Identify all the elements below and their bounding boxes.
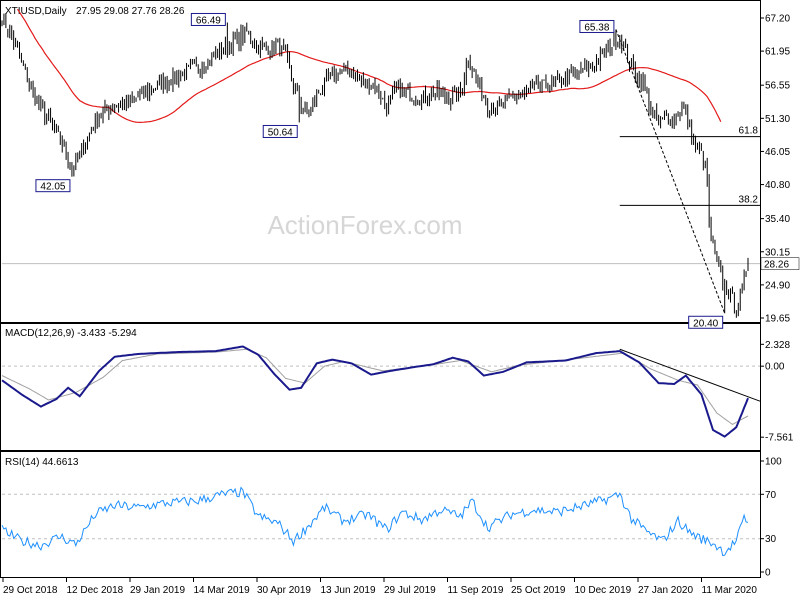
rsi-y-tick-label: 0 [765, 568, 771, 579]
x-tick-label: 29 Jan 2019 [130, 585, 185, 596]
rsi-panel-frame [0, 451, 761, 578]
x-tick-label: 25 Oct 2019 [511, 585, 566, 596]
x-tick-label: 29 Jul 2019 [384, 585, 436, 596]
annotation-box [35, 179, 71, 193]
macd-main-line [1, 345, 749, 438]
price-y-axis: 67.20 61.95 56.55 51.30 46.05 40.80 35.40 30.15… [760, 14, 800, 325]
price-y-tick-label: 30.15 [765, 247, 790, 258]
annotation-label: 42.05 [40, 182, 65, 193]
current-price-label: 28.26 [764, 260, 789, 271]
x-tick-label: 14 Mar 2019 [194, 585, 251, 596]
price-ohlc-readout: 27.95 29.08 27.76 28.26 [76, 6, 185, 17]
macd-panel-frame [0, 323, 761, 451]
annotation-box [579, 19, 615, 33]
x-tick-label: 30 Apr 2019 [257, 585, 311, 596]
price-y-tick-label: 35.40 [765, 214, 790, 225]
macd-y-tick-label: 0.00 [765, 362, 785, 373]
fib-level-label: 38.2 [739, 194, 759, 205]
fib-level-label: 61.8 [739, 126, 759, 137]
price-candles [1, 13, 749, 318]
price-y-tick-label: 46.05 [765, 147, 790, 158]
x-tick-label: 11 Mar 2020 [702, 585, 758, 596]
macd-y-axis: 2.328 0.00 -7.561 [760, 340, 794, 444]
moving-average-line [17, 8, 722, 124]
watermark: ActionForex.com [267, 210, 462, 240]
rsi-path [1, 486, 749, 557]
annotation-label: 65.38 [584, 22, 609, 33]
x-tick-label: 13 Jun 2019 [321, 585, 376, 596]
fibonacci-levels: 61.8 38.2 [615, 29, 760, 314]
annotation-box [190, 12, 226, 26]
macd-title: MACD(12,26,9) -3.433 -5.294 [5, 328, 137, 339]
macd-lines [1, 345, 761, 438]
rsi-title: RSI(14) 44.6613 [5, 457, 79, 468]
x-axis: 29 Oct 2018 12 Dec 2018 29 Jan 2019 14 Mar … [2, 578, 758, 596]
fib-retracement-line [615, 29, 726, 314]
price-y-tick-label: 51.30 [765, 114, 790, 125]
rsi-line [1, 486, 760, 557]
rsi-y-axis: 100 70 30 0 [760, 457, 782, 579]
annotation-box [262, 124, 298, 138]
price-annotations: 66.49 50.64 42.05 65.38 20.40 [35, 12, 724, 329]
price-y-tick-label: 56.55 [765, 81, 790, 92]
x-tick-label: 11 Sep 2019 [448, 585, 504, 596]
price-y-tick-label: 40.80 [765, 180, 790, 191]
x-tick-label: 12 Dec 2018 [67, 585, 124, 596]
price-y-tick-label: 19.65 [765, 314, 790, 325]
current-price-box [760, 257, 800, 270]
price-y-tick-label: 61.95 [765, 47, 790, 58]
rsi-y-tick-label: 70 [765, 490, 777, 501]
moving-average-path [17, 8, 722, 124]
annotation-label: 50.64 [268, 127, 293, 138]
annotation-label: 66.49 [196, 15, 221, 26]
macd-y-tick-label: -7.561 [765, 433, 794, 444]
price-chart-title: XTIUSD,Daily [5, 6, 67, 17]
x-tick-label: 29 Oct 2018 [3, 585, 58, 596]
macd-y-tick-label: 2.328 [765, 340, 790, 351]
price-y-tick-label: 67.20 [765, 14, 790, 25]
price-panel-frame [0, 0, 761, 323]
rsi-y-tick-label: 100 [765, 457, 782, 468]
annotation-box [688, 315, 724, 329]
x-tick-label: 27 Jan 2020 [638, 585, 693, 596]
rsi-y-tick-label: 30 [765, 534, 777, 545]
macd-trend-line [619, 348, 761, 402]
annotation-label: 20.40 [693, 318, 718, 329]
price-y-tick-label: 24.90 [765, 280, 790, 291]
x-tick-label: 10 Dec 2019 [575, 585, 632, 596]
